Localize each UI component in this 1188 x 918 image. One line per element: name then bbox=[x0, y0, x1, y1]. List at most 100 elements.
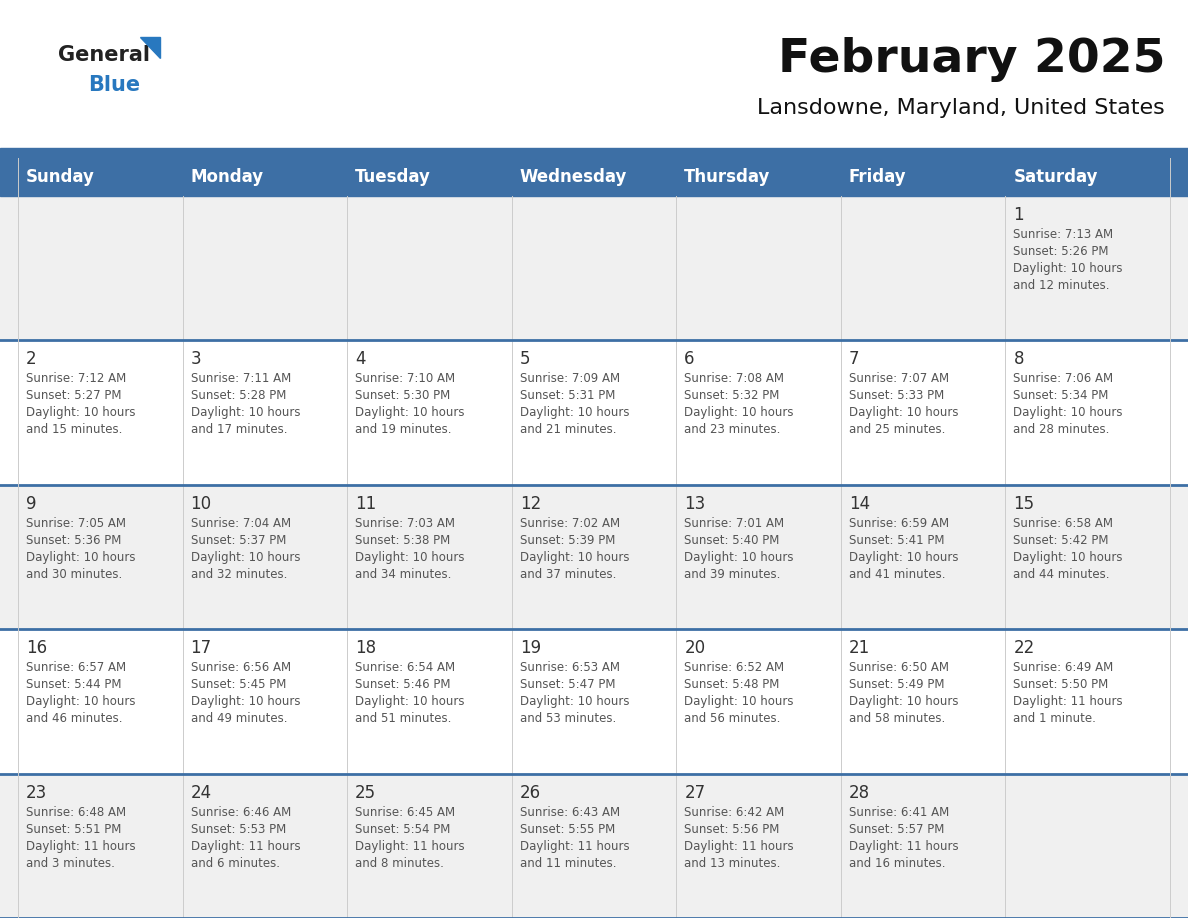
Text: and 58 minutes.: and 58 minutes. bbox=[849, 712, 946, 725]
Text: and 21 minutes.: and 21 minutes. bbox=[519, 423, 617, 436]
Text: and 3 minutes.: and 3 minutes. bbox=[26, 856, 115, 869]
Text: Sunrise: 6:42 AM: Sunrise: 6:42 AM bbox=[684, 806, 784, 819]
Text: and 19 minutes.: and 19 minutes. bbox=[355, 423, 451, 436]
Text: and 13 minutes.: and 13 minutes. bbox=[684, 856, 781, 869]
Text: Sunset: 5:27 PM: Sunset: 5:27 PM bbox=[26, 389, 121, 402]
Text: Sunrise: 7:11 AM: Sunrise: 7:11 AM bbox=[190, 373, 291, 386]
Text: 4: 4 bbox=[355, 351, 366, 368]
Text: Sunset: 5:41 PM: Sunset: 5:41 PM bbox=[849, 533, 944, 547]
Text: and 39 minutes.: and 39 minutes. bbox=[684, 568, 781, 581]
Bar bbox=[0, 148, 1188, 158]
Text: Sunrise: 6:53 AM: Sunrise: 6:53 AM bbox=[519, 661, 620, 674]
Text: Sunset: 5:31 PM: Sunset: 5:31 PM bbox=[519, 389, 615, 402]
Text: Sunrise: 7:12 AM: Sunrise: 7:12 AM bbox=[26, 373, 126, 386]
Text: Sunset: 5:50 PM: Sunset: 5:50 PM bbox=[1013, 678, 1108, 691]
Polygon shape bbox=[140, 37, 160, 58]
Text: Tuesday: Tuesday bbox=[355, 168, 431, 186]
Bar bbox=[0, 629, 1188, 774]
Text: Sunset: 5:26 PM: Sunset: 5:26 PM bbox=[1013, 245, 1108, 258]
Text: Daylight: 10 hours: Daylight: 10 hours bbox=[26, 695, 135, 708]
Text: Sunset: 5:28 PM: Sunset: 5:28 PM bbox=[190, 389, 286, 402]
Text: and 23 minutes.: and 23 minutes. bbox=[684, 423, 781, 436]
Text: 15: 15 bbox=[1013, 495, 1035, 513]
Text: and 41 minutes.: and 41 minutes. bbox=[849, 568, 946, 581]
Text: Sunset: 5:47 PM: Sunset: 5:47 PM bbox=[519, 678, 615, 691]
Text: Sunset: 5:54 PM: Sunset: 5:54 PM bbox=[355, 823, 450, 835]
Text: Sunrise: 6:58 AM: Sunrise: 6:58 AM bbox=[1013, 517, 1113, 530]
Text: Daylight: 10 hours: Daylight: 10 hours bbox=[519, 551, 630, 564]
Text: 3: 3 bbox=[190, 351, 201, 368]
Text: and 32 minutes.: and 32 minutes. bbox=[190, 568, 287, 581]
Bar bbox=[0, 158, 1188, 196]
Text: Sunrise: 6:49 AM: Sunrise: 6:49 AM bbox=[1013, 661, 1113, 674]
Text: Sunset: 5:44 PM: Sunset: 5:44 PM bbox=[26, 678, 121, 691]
Text: 28: 28 bbox=[849, 784, 870, 801]
Text: Sunset: 5:33 PM: Sunset: 5:33 PM bbox=[849, 389, 944, 402]
Text: 6: 6 bbox=[684, 351, 695, 368]
Text: Sunset: 5:56 PM: Sunset: 5:56 PM bbox=[684, 823, 779, 835]
Text: General: General bbox=[58, 45, 150, 65]
Text: and 34 minutes.: and 34 minutes. bbox=[355, 568, 451, 581]
Text: Sunrise: 7:08 AM: Sunrise: 7:08 AM bbox=[684, 373, 784, 386]
Text: Sunrise: 6:46 AM: Sunrise: 6:46 AM bbox=[190, 806, 291, 819]
Text: 5: 5 bbox=[519, 351, 530, 368]
Text: Daylight: 10 hours: Daylight: 10 hours bbox=[26, 551, 135, 564]
Text: Sunrise: 6:50 AM: Sunrise: 6:50 AM bbox=[849, 661, 949, 674]
Text: Daylight: 11 hours: Daylight: 11 hours bbox=[355, 840, 465, 853]
Text: Daylight: 11 hours: Daylight: 11 hours bbox=[684, 840, 794, 853]
Text: and 25 minutes.: and 25 minutes. bbox=[849, 423, 946, 436]
Text: Sunset: 5:30 PM: Sunset: 5:30 PM bbox=[355, 389, 450, 402]
Text: and 53 minutes.: and 53 minutes. bbox=[519, 712, 615, 725]
Text: and 51 minutes.: and 51 minutes. bbox=[355, 712, 451, 725]
Text: Daylight: 11 hours: Daylight: 11 hours bbox=[519, 840, 630, 853]
Bar bbox=[0, 196, 1188, 341]
Text: Daylight: 10 hours: Daylight: 10 hours bbox=[849, 695, 959, 708]
Text: 21: 21 bbox=[849, 639, 870, 657]
Text: and 12 minutes.: and 12 minutes. bbox=[1013, 279, 1110, 292]
Bar bbox=[0, 341, 1188, 485]
Text: Daylight: 10 hours: Daylight: 10 hours bbox=[190, 551, 301, 564]
Text: 11: 11 bbox=[355, 495, 377, 513]
Text: 25: 25 bbox=[355, 784, 377, 801]
Text: 8: 8 bbox=[1013, 351, 1024, 368]
Text: and 17 minutes.: and 17 minutes. bbox=[190, 423, 287, 436]
Text: Sunset: 5:55 PM: Sunset: 5:55 PM bbox=[519, 823, 615, 835]
Text: Daylight: 10 hours: Daylight: 10 hours bbox=[26, 407, 135, 420]
Text: Lansdowne, Maryland, United States: Lansdowne, Maryland, United States bbox=[757, 98, 1165, 118]
Text: 12: 12 bbox=[519, 495, 541, 513]
Text: 7: 7 bbox=[849, 351, 859, 368]
Text: Daylight: 10 hours: Daylight: 10 hours bbox=[849, 407, 959, 420]
Text: and 28 minutes.: and 28 minutes. bbox=[1013, 423, 1110, 436]
Text: Sunset: 5:42 PM: Sunset: 5:42 PM bbox=[1013, 533, 1108, 547]
Text: Sunset: 5:38 PM: Sunset: 5:38 PM bbox=[355, 533, 450, 547]
Text: and 16 minutes.: and 16 minutes. bbox=[849, 856, 946, 869]
Text: and 8 minutes.: and 8 minutes. bbox=[355, 856, 444, 869]
Text: Daylight: 10 hours: Daylight: 10 hours bbox=[1013, 407, 1123, 420]
Text: February 2025: February 2025 bbox=[777, 38, 1165, 83]
Text: and 56 minutes.: and 56 minutes. bbox=[684, 712, 781, 725]
Text: Sunset: 5:51 PM: Sunset: 5:51 PM bbox=[26, 823, 121, 835]
Text: Daylight: 10 hours: Daylight: 10 hours bbox=[519, 407, 630, 420]
Text: Saturday: Saturday bbox=[1013, 168, 1098, 186]
Text: Sunrise: 7:04 AM: Sunrise: 7:04 AM bbox=[190, 517, 291, 530]
Text: Sunrise: 6:43 AM: Sunrise: 6:43 AM bbox=[519, 806, 620, 819]
Text: Daylight: 10 hours: Daylight: 10 hours bbox=[355, 551, 465, 564]
Text: Sunset: 5:32 PM: Sunset: 5:32 PM bbox=[684, 389, 779, 402]
Text: Sunrise: 7:03 AM: Sunrise: 7:03 AM bbox=[355, 517, 455, 530]
Text: 17: 17 bbox=[190, 639, 211, 657]
Text: 10: 10 bbox=[190, 495, 211, 513]
Text: Wednesday: Wednesday bbox=[519, 168, 627, 186]
Text: Sunset: 5:34 PM: Sunset: 5:34 PM bbox=[1013, 389, 1108, 402]
Text: Sunrise: 7:07 AM: Sunrise: 7:07 AM bbox=[849, 373, 949, 386]
Text: and 6 minutes.: and 6 minutes. bbox=[190, 856, 279, 869]
Text: 26: 26 bbox=[519, 784, 541, 801]
Text: 14: 14 bbox=[849, 495, 870, 513]
Text: and 49 minutes.: and 49 minutes. bbox=[190, 712, 287, 725]
Text: Daylight: 10 hours: Daylight: 10 hours bbox=[1013, 551, 1123, 564]
Text: 18: 18 bbox=[355, 639, 377, 657]
Text: Sunrise: 7:13 AM: Sunrise: 7:13 AM bbox=[1013, 228, 1113, 241]
Text: Daylight: 11 hours: Daylight: 11 hours bbox=[190, 840, 301, 853]
Text: Sunrise: 6:57 AM: Sunrise: 6:57 AM bbox=[26, 661, 126, 674]
Text: 27: 27 bbox=[684, 784, 706, 801]
Text: Sunrise: 7:01 AM: Sunrise: 7:01 AM bbox=[684, 517, 784, 530]
